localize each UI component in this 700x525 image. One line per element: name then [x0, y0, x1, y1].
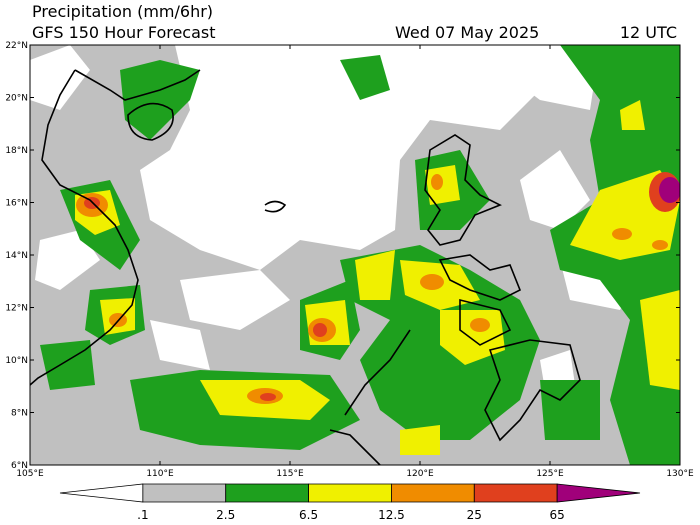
colorbar-label: .1 — [137, 508, 148, 522]
colorbar-label: 6.5 — [299, 508, 318, 522]
lon-tick-label: 105°E — [16, 469, 44, 479]
lon-tick-label: 125°E — [536, 469, 564, 479]
colorbar-label: 12.5 — [378, 508, 405, 522]
lat-tick-label: 16°N — [5, 199, 28, 209]
lon-tick-label: 110°E — [146, 469, 174, 479]
date: Wed 07 May 2025 — [395, 23, 539, 42]
colorbar-label: 25 — [467, 508, 482, 522]
lat-tick-label: 14°N — [5, 251, 28, 261]
coastlines — [30, 69, 581, 465]
colorbar-segment — [473, 483, 558, 503]
time: 12 UTC — [620, 23, 677, 42]
colorbar-label: 2.5 — [216, 508, 235, 522]
precip-field — [30, 45, 680, 465]
colorbar: .1 2.5 6.5 12.5 25 65 — [59, 483, 641, 522]
lat-tick-label: 8°N — [11, 409, 28, 419]
lat-tick-label: 12°N — [5, 304, 28, 314]
colorbar-segment — [59, 483, 144, 503]
colorbar-segment — [308, 483, 392, 503]
lon-tick-label: 120°E — [406, 469, 434, 479]
lon-tick-label: 130°E — [666, 469, 694, 479]
lat-tick-label: 6°N — [11, 461, 28, 471]
subtitle: GFS 150 Hour Forecast — [32, 23, 216, 42]
colorbar-segment — [556, 483, 641, 503]
lat-tick-label: 10°N — [5, 356, 28, 366]
colorbar-label: 65 — [550, 508, 565, 522]
axes: 6°N 8°N 10°N 12°N 14°N 16°N 18°N 20°N 22°N 105°E 1… — [5, 41, 694, 479]
title: Precipitation (mm/6hr) — [32, 2, 213, 21]
lat-tick-label: 18°N — [5, 146, 28, 156]
colorbar-segment — [391, 483, 475, 503]
lon-tick-label: 115°E — [276, 469, 304, 479]
colorbar-segment — [225, 483, 309, 503]
lat-tick-label: 20°N — [5, 94, 28, 104]
colorbar-segment — [142, 483, 227, 503]
lat-tick-label: 22°N — [5, 41, 28, 51]
